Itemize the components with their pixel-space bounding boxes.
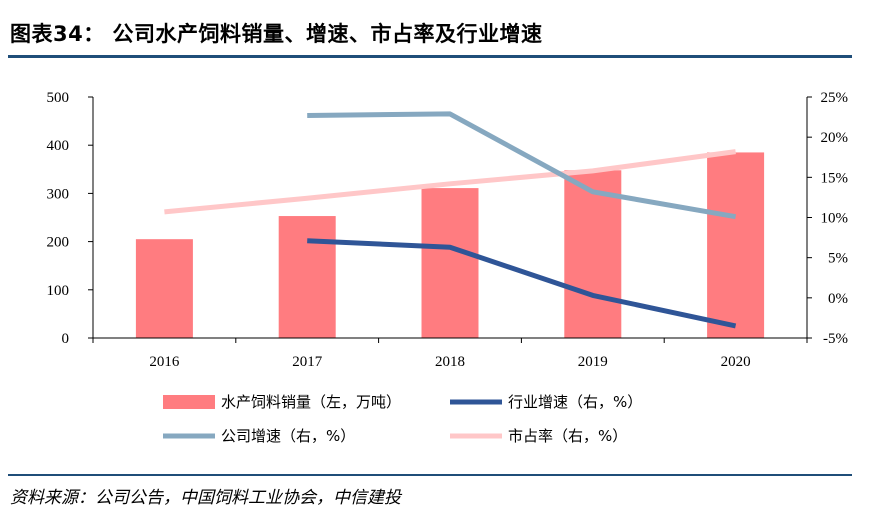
legend-sales-volume-swatch xyxy=(163,395,215,409)
right-tick-label: 0% xyxy=(828,291,848,307)
axes: 0 100 200 300 400 500 -5% 0% 5% 10% 15% 20% 25% 2016 2… xyxy=(47,90,849,370)
right-tick-label: 15% xyxy=(821,170,849,186)
bar-2018 xyxy=(421,188,479,338)
left-tick-label: 300 xyxy=(47,186,70,202)
left-tick-label: 400 xyxy=(47,138,70,154)
legend-industry-growth-label: 行业增速（右，%） xyxy=(508,393,642,411)
right-tick-label: 5% xyxy=(828,251,848,267)
x-tick-label: 2020 xyxy=(721,354,751,370)
plot-area xyxy=(135,111,765,338)
market-share-line xyxy=(164,149,736,215)
right-tick-label: 10% xyxy=(821,211,849,227)
legend: 水产饲料销量（左，万吨） 行业增速（右，%） 公司增速（右，%） 市占率（右，%） xyxy=(163,393,642,445)
bar-2020 xyxy=(707,152,765,338)
x-tick-label: 2016 xyxy=(149,354,180,370)
x-tick-label: 2017 xyxy=(292,354,323,370)
industry-growth-line xyxy=(307,238,737,329)
bar-2017 xyxy=(278,216,336,338)
legend-market-share-label: 市占率（右，%） xyxy=(508,427,627,445)
chart-canvas: 0 100 200 300 400 500 -5% 0% 5% 10% 15% 20% 25% 2016 2… xyxy=(47,90,849,445)
source-note: 资料来源：公司公告，中国饲料工业协会，中信建投 xyxy=(10,488,401,508)
left-tick-label: 500 xyxy=(47,90,70,106)
right-tick-label: -5% xyxy=(823,331,848,347)
bar-2016 xyxy=(135,239,193,338)
x-tick-label: 2018 xyxy=(435,354,465,370)
figure-title: 图表34： 公司水产饲料销量、增速、市占率及行业增速 xyxy=(10,22,543,46)
x-tick-label: 2019 xyxy=(578,354,608,370)
left-tick-label: 100 xyxy=(47,283,70,299)
title-rule xyxy=(8,55,852,58)
bar-2019 xyxy=(564,170,622,338)
left-tick-label: 0 xyxy=(62,331,70,347)
right-tick-label: 25% xyxy=(821,90,849,106)
right-tick-label: 20% xyxy=(821,130,849,146)
legend-sales-volume-label: 水产饲料销量（左，万吨） xyxy=(221,393,401,411)
source-rule xyxy=(8,474,852,476)
company-growth-line xyxy=(307,111,737,220)
legend-company-growth-label: 公司增速（右，%） xyxy=(221,427,355,445)
left-tick-label: 200 xyxy=(47,235,70,251)
